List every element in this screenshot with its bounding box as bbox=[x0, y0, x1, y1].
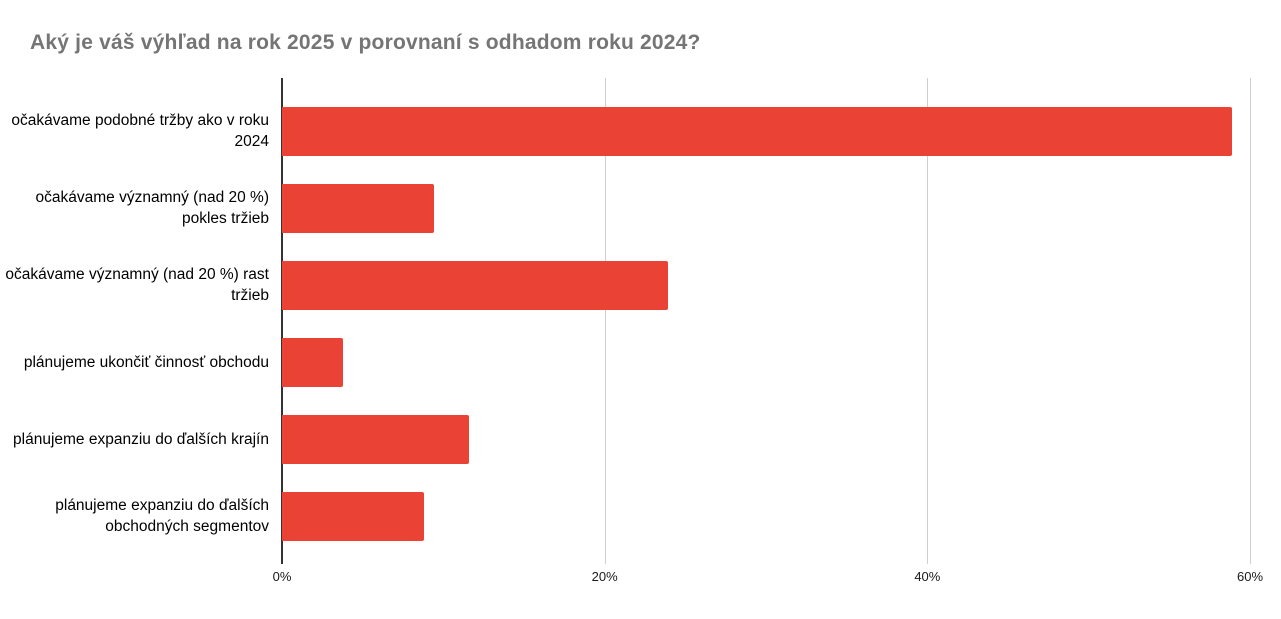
bar-2 bbox=[282, 260, 668, 310]
category-label-4: plánujeme expanziu do ďalších krajín bbox=[13, 430, 269, 448]
bar-4 bbox=[282, 414, 470, 464]
gridline-40% bbox=[927, 78, 929, 564]
gridline-60% bbox=[1250, 78, 1251, 564]
x-tick-label-40%: 40% bbox=[914, 569, 941, 584]
x-tick-label-0%: 0% bbox=[272, 569, 292, 584]
bar-3 bbox=[282, 337, 344, 387]
gridline-20% bbox=[604, 78, 606, 564]
axis-baseline bbox=[281, 78, 283, 564]
bar-1 bbox=[282, 183, 434, 233]
plot-area bbox=[281, 78, 1251, 564]
category-label-2: očakávame významný (nad 20 %) rast tržie… bbox=[5, 266, 269, 304]
x-tick-label-20%: 20% bbox=[591, 569, 618, 584]
category-label-1: očakávame významný (nad 20 %) pokles trž… bbox=[35, 189, 269, 227]
category-label-5: plánujeme expanziu do ďalších obchodných… bbox=[55, 497, 269, 535]
category-label-3: plánujeme ukončiť činnosť obchodu bbox=[23, 353, 269, 371]
chart-title: Aký je váš výhľad na rok 2025 v porovnan… bbox=[30, 31, 701, 54]
category-label-0: očakávame podobné tržby ako v roku 2024 bbox=[11, 112, 269, 150]
bar-0 bbox=[282, 106, 1233, 156]
bar-5 bbox=[282, 491, 424, 541]
x-tick-label-60%: 60% bbox=[1236, 569, 1264, 584]
